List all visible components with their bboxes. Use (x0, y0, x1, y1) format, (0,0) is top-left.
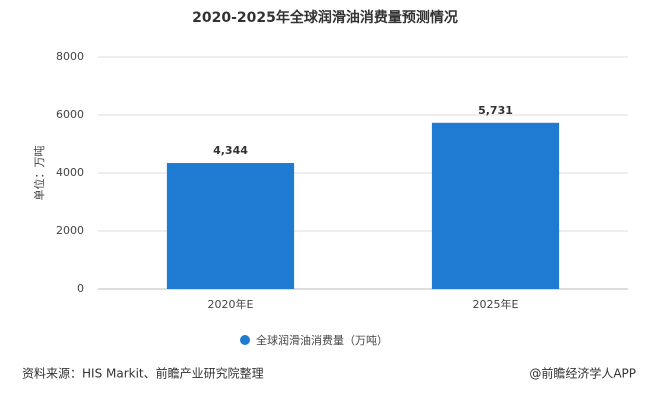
y-tick-label: 8000 (56, 50, 84, 63)
y-axis-label: 单位：万吨 (32, 146, 46, 201)
bar (431, 122, 560, 290)
value-label: 5,731 (478, 104, 513, 117)
y-tick-label: 4000 (56, 166, 84, 179)
source: 资料来源：HIS Markit、前瞻产业研究院整理 (22, 366, 264, 381)
y-tick-label: 6000 (56, 108, 84, 121)
value-label: 4,344 (213, 144, 248, 157)
legend-label: 全球润滑油消费量（万吨） (256, 333, 388, 347)
x-tick-label: 2025年E (473, 297, 519, 311)
x-tick-label: 2020年E (208, 297, 254, 311)
credit: @前瞻经济学人APP (529, 366, 636, 381)
y-tick-label: 0 (77, 282, 84, 295)
bar (166, 163, 295, 289)
y-tick-label: 2000 (56, 224, 84, 237)
chart-title: 2020-2025年全球润滑油消费量预测情况 (192, 9, 458, 26)
legend-marker (240, 335, 250, 345)
